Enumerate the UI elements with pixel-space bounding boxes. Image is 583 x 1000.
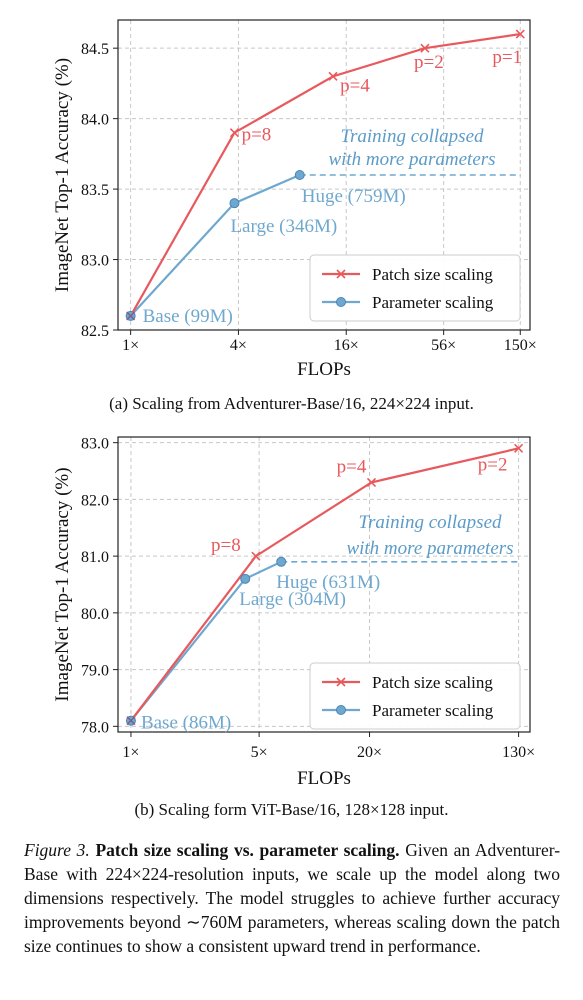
chart-a-ytick-label: 84.5 (81, 41, 109, 58)
chart-a-xtick-label: 150× (504, 337, 537, 354)
figure-label: Figure 3. (24, 840, 90, 860)
chart-b-legend-marker (336, 705, 346, 715)
chart-a-param-point (294, 170, 305, 180)
chart-a: 1× 4× 16× 56× 150× 82.5 83.0 83.5 84.0 84.5 FLOPs I… (52, 19, 537, 380)
chart-b-xtick-label: 20× (357, 744, 382, 761)
chart-b-xtick-label: 130× (502, 744, 535, 761)
chart-a-param-line (129, 173, 301, 317)
chart-b-ytick-label: 78.0 (81, 719, 109, 736)
chart-a-patch-label: p=2 (414, 52, 444, 73)
chart-panel-b: 1× 5× 20× 130× 78.0 79.0 80.0 81.0 82.0 83.0 FLOPs… (0, 420, 583, 830)
chart-a-xlabel: FLOPs (297, 359, 351, 380)
chart-b-param-label: Base (86M) (141, 713, 231, 734)
chart-a-param-label: Base (99M) (143, 306, 233, 327)
chart-a-ytick-label: 84.0 (81, 112, 109, 129)
chart-b-legend-label: Parameter scaling (372, 701, 494, 720)
chart-b-ytick-label: 80.0 (81, 606, 109, 623)
chart-a-base-point-overlap (126, 311, 135, 320)
chart-b-legend-marker (336, 677, 346, 687)
chart-b-patch-point (251, 551, 261, 561)
chart-a-ylabel: ImageNet Top-1 Accuracy (%) (52, 58, 73, 292)
chart-b-param-point (240, 573, 251, 584)
chart-b-ytick-label: 82.0 (81, 492, 109, 509)
chart-a-patch-label: p=4 (340, 75, 370, 96)
chart-a-patch-label: p=8 (242, 125, 272, 146)
figure-title: Patch size scaling vs. parameter scaling… (95, 840, 400, 860)
chart-b-xlabel: FLOPs (297, 768, 351, 789)
chart-a-patch-point (420, 43, 430, 53)
chart-b-param-point (276, 556, 287, 567)
chart-a-annotation-line: with more parameters (328, 149, 495, 170)
chart-b-patch-label: p=2 (478, 454, 508, 475)
chart-b-base-point-overlap (126, 716, 135, 725)
chart-a-xtick-label: 16× (334, 337, 359, 354)
chart-a-xtick-label: 1× (122, 337, 139, 354)
chart-b-ytick-label: 79.0 (81, 663, 109, 680)
chart-a-patch-point (515, 29, 525, 39)
chart-a-legend-marker (336, 269, 346, 279)
chart-a-frame (117, 19, 531, 331)
chart-a-legend (309, 254, 521, 322)
chart-b-caption: (b) Scaling form ViT-Base/16, 128×128 in… (134, 800, 449, 819)
chart-b-patch-point (514, 443, 524, 453)
chart-panel-a: 1× 4× 16× 56× 150× 82.5 83.0 83.5 84.0 84.5 FLOPs I… (0, 0, 583, 420)
chart-b-frame (117, 436, 531, 733)
chart-a-ytick-label: 83.0 (81, 253, 109, 270)
chart-a-ytick-label: 83.5 (81, 182, 109, 199)
chart-a-patch-label: p=1 (492, 47, 522, 68)
chart-a-annotation-line: Training collapsed (340, 126, 484, 147)
chart-b-patch-label: p=4 (337, 456, 367, 477)
chart-a-patch-point (229, 128, 240, 138)
chart-b-param-label: Large (304M) (239, 589, 346, 610)
chart-a-xtick-label: 4× (230, 337, 247, 354)
chart-b-ytick-label: 81.0 (81, 549, 109, 566)
chart-a-param-point (229, 198, 240, 209)
chart-b-patch-label: p=8 (211, 535, 241, 556)
chart-b-annotation-line: with more parameters (346, 538, 513, 559)
chart-b-xtick-label: 1× (122, 744, 139, 761)
chart-b-param-label: Huge (631M) (276, 572, 380, 593)
chart-b: 1× 5× 20× 130× 78.0 79.0 80.0 81.0 82.0 83.0 FLOPs… (52, 436, 535, 789)
chart-a-legend-label: Patch size scaling (372, 265, 493, 284)
chart-b-legend-label: Patch size scaling (372, 673, 493, 692)
chart-b-annotation-line: Training collapsed (358, 512, 502, 533)
chart-b-legend (309, 662, 521, 730)
chart-a-caption: (a) Scaling from Adventurer-Base/16, 224… (109, 394, 474, 413)
chart-a-param-label: Large (346M) (230, 216, 337, 237)
chart-b-xtick-label: 5× (251, 744, 268, 761)
chart-b-ytick-label: 83.0 (81, 436, 109, 453)
figure-caption: Figure 3. Patch size scaling vs. paramet… (24, 838, 560, 958)
chart-b-patch-point (366, 477, 377, 487)
chart-a-legend-label: Parameter scaling (372, 293, 494, 312)
chart-a-patch-point (328, 71, 338, 81)
figure-body: Given an Adventurer-Base with 224×224-re… (24, 840, 561, 956)
chart-a-xtick-label: 56× (431, 337, 456, 354)
chart-b-patch-line (130, 447, 519, 722)
chart-a-param-label: Huge (759M) (302, 186, 406, 207)
chart-b-ylabel: ImageNet Top-1 Accuracy (%) (52, 467, 73, 701)
chart-a-ytick-label: 82.5 (81, 323, 109, 340)
chart-a-legend-marker (336, 297, 346, 307)
